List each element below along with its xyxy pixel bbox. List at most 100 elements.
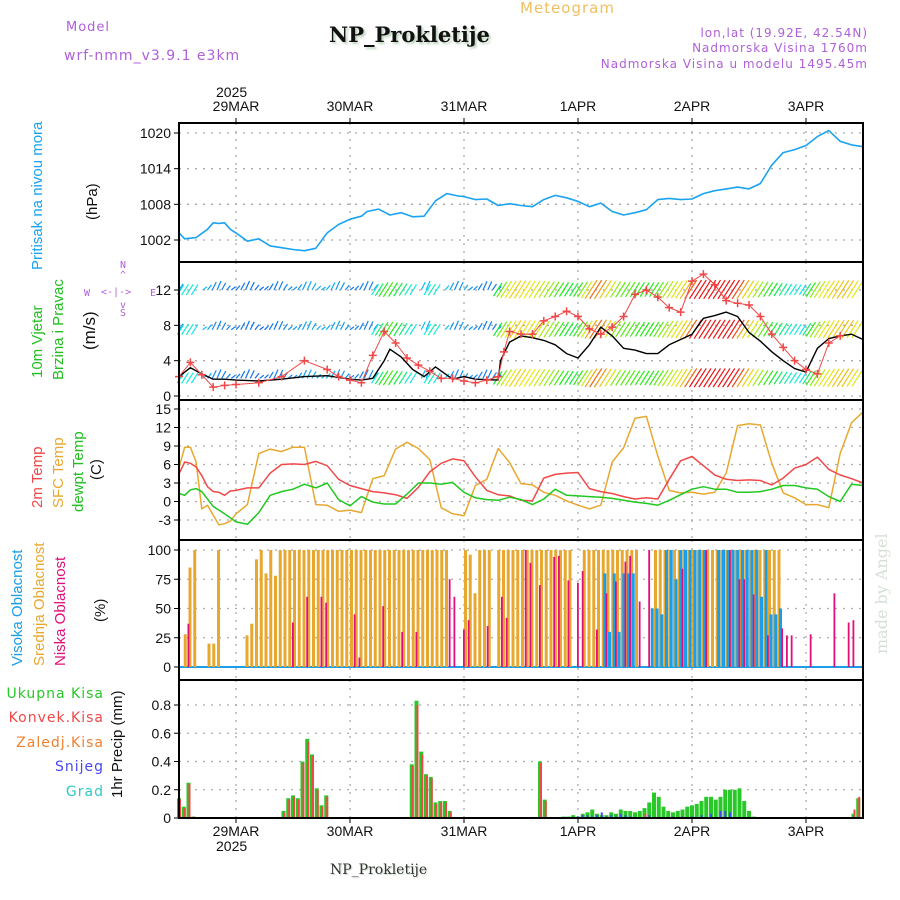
wind-barb [398, 283, 408, 296]
wind-barb [504, 368, 517, 387]
precip-total-bar [747, 810, 751, 818]
wind-barb [306, 280, 312, 291]
cloud-mid-bar [383, 550, 387, 667]
y-tick-label: 4 [163, 353, 171, 369]
wind-barb [688, 368, 703, 388]
wind-gust-marker [756, 312, 765, 321]
wind-barb [240, 322, 246, 331]
cloud-low-bar [767, 635, 769, 667]
wind-barb [458, 281, 464, 291]
wind-gust-marker [197, 370, 206, 379]
cloud-mid-bar [321, 550, 325, 667]
cloud-low-bar [553, 557, 556, 667]
wind-barb [301, 281, 308, 291]
top-day-label: 2APR [673, 98, 711, 114]
precip-conv-bar [326, 796, 329, 818]
wind-barb [693, 368, 707, 388]
cloud-low-bar [524, 550, 527, 667]
cloud-mid-bar [411, 550, 415, 667]
wind-gust-marker [813, 369, 822, 378]
wind-barb [572, 282, 584, 298]
cloud-low-bar [415, 631, 418, 667]
wind-barb [741, 280, 755, 299]
cloud-high-bar [717, 550, 721, 667]
y-tick-label: 1008 [140, 196, 171, 212]
wind-gust-marker [551, 312, 560, 321]
wind-barb [181, 283, 190, 296]
wind-barb [563, 370, 574, 386]
cloud-low-bar [729, 550, 731, 667]
precip-conv-bar [321, 806, 324, 818]
precip-conv-bar [858, 796, 861, 818]
wind-barb [321, 326, 326, 331]
cloud-high-bar [655, 608, 659, 667]
cloud-low-bar [648, 550, 651, 667]
cloud-low-bar [624, 561, 627, 667]
wind-barb [809, 369, 821, 387]
wind-barb [543, 369, 555, 387]
wind-barb [482, 320, 488, 330]
wind-barb [726, 319, 741, 339]
precip-legend-frozen: Zaledj.Kisa [16, 735, 104, 751]
wind-barb [388, 282, 399, 297]
cloud-high-bar [665, 550, 668, 667]
cloud-low-bar [752, 594, 755, 667]
wind-barb [477, 371, 483, 379]
wind-barb [393, 282, 403, 297]
cloud-mid-bar [193, 550, 197, 667]
wind-barb [492, 322, 503, 337]
wind-barb [698, 319, 712, 339]
wind-barb [254, 284, 260, 291]
wind-gust-marker [779, 343, 788, 352]
y-tick-label: 0.2 [152, 782, 172, 798]
wind-barb [698, 279, 712, 300]
cloud-mid-bar [388, 550, 391, 667]
cloud-high-bar [627, 573, 630, 667]
wind-barb [513, 320, 527, 339]
y-tick-label: 75 [155, 571, 171, 587]
precip-total-bar [737, 788, 742, 818]
top-day-label: 1APR [559, 98, 597, 114]
cloud-high-bar [750, 550, 754, 667]
wind-gust-marker [323, 365, 332, 374]
wind-barb [500, 320, 513, 338]
cloud-mid-bar [288, 550, 292, 667]
wind-gust-marker [300, 356, 309, 365]
wind-barb [354, 325, 360, 331]
wind-barb [624, 281, 636, 298]
precip-total-bar [661, 806, 666, 818]
cloud-low-bar [809, 634, 812, 667]
wind-barb [468, 326, 474, 331]
wind-barb [783, 283, 793, 296]
wind-barb [393, 371, 403, 385]
precip-conv-bar [283, 812, 286, 818]
wind-barb [185, 323, 194, 336]
wind-gust-marker [596, 330, 605, 339]
wind-barb [297, 284, 303, 291]
precip-total-bar [666, 810, 671, 818]
chart-subtitle: Meteogram [520, 0, 615, 17]
cloud-high-bar [688, 550, 692, 667]
bottom-day-label: 2APR [673, 823, 711, 839]
precip-total-bar [614, 813, 618, 818]
wind-barb [278, 281, 284, 291]
wind-barb [757, 321, 769, 338]
compass-cross: <-|-> [101, 287, 132, 298]
wind-barb [226, 285, 231, 291]
wind-barb [798, 324, 807, 335]
wind-barb [449, 322, 455, 331]
wind-gust-marker [676, 308, 685, 317]
cloud-low-bar [325, 602, 328, 667]
cloud-mid-bar [212, 643, 216, 667]
wind-barb [354, 285, 360, 291]
cloud-mid-bar [483, 550, 486, 667]
wind-barb [778, 283, 788, 296]
wind-barb [615, 321, 627, 338]
precip-total-bar [571, 815, 576, 818]
wind-barb [477, 322, 483, 331]
precip-legend-hail: Grad [65, 784, 104, 800]
y-tick-label: 9 [163, 438, 171, 454]
cloud-high-bar [731, 550, 735, 667]
cloud-mid-bar [706, 550, 710, 667]
wind-barb [762, 370, 774, 386]
